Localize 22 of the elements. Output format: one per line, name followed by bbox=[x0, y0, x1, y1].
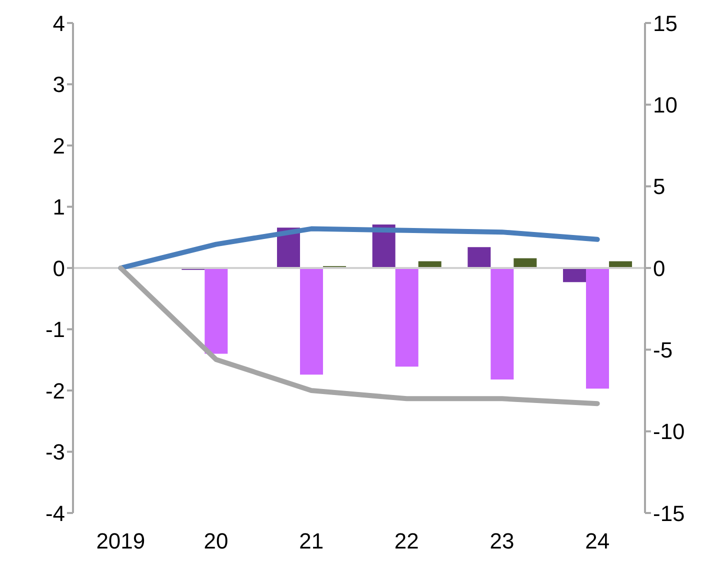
y-tick-label: 3 bbox=[52, 72, 65, 98]
y-tick-label: -3 bbox=[45, 440, 65, 465]
y2-tick-label: -10 bbox=[653, 419, 685, 444]
x-tick-label: 21 bbox=[299, 528, 324, 554]
y2-tick-label: 0 bbox=[653, 256, 666, 281]
y2-tick-label: -5 bbox=[653, 337, 673, 362]
y-tick-label: 1 bbox=[52, 194, 65, 220]
x-tick-label: 20 bbox=[204, 528, 228, 554]
y2-tick-label: 5 bbox=[653, 174, 666, 200]
y-tick-label: -4 bbox=[45, 500, 65, 526]
y-tick-label: -2 bbox=[45, 378, 65, 404]
y2-tick-label: -15 bbox=[653, 500, 685, 526]
y-tick-label: -1 bbox=[45, 317, 65, 342]
y-tick-label: 0 bbox=[52, 256, 65, 281]
y2-tick-label: 10 bbox=[653, 92, 678, 118]
x-tick-label: 23 bbox=[490, 528, 514, 554]
x-tick-label: 24 bbox=[585, 528, 610, 554]
y-tick-label: 2 bbox=[52, 133, 65, 158]
x-tick-label: 22 bbox=[394, 528, 419, 554]
y2-tick-label: 15 bbox=[653, 10, 678, 36]
x-tick-label: 2019 bbox=[96, 528, 146, 554]
y-tick-label: 4 bbox=[52, 10, 65, 36]
